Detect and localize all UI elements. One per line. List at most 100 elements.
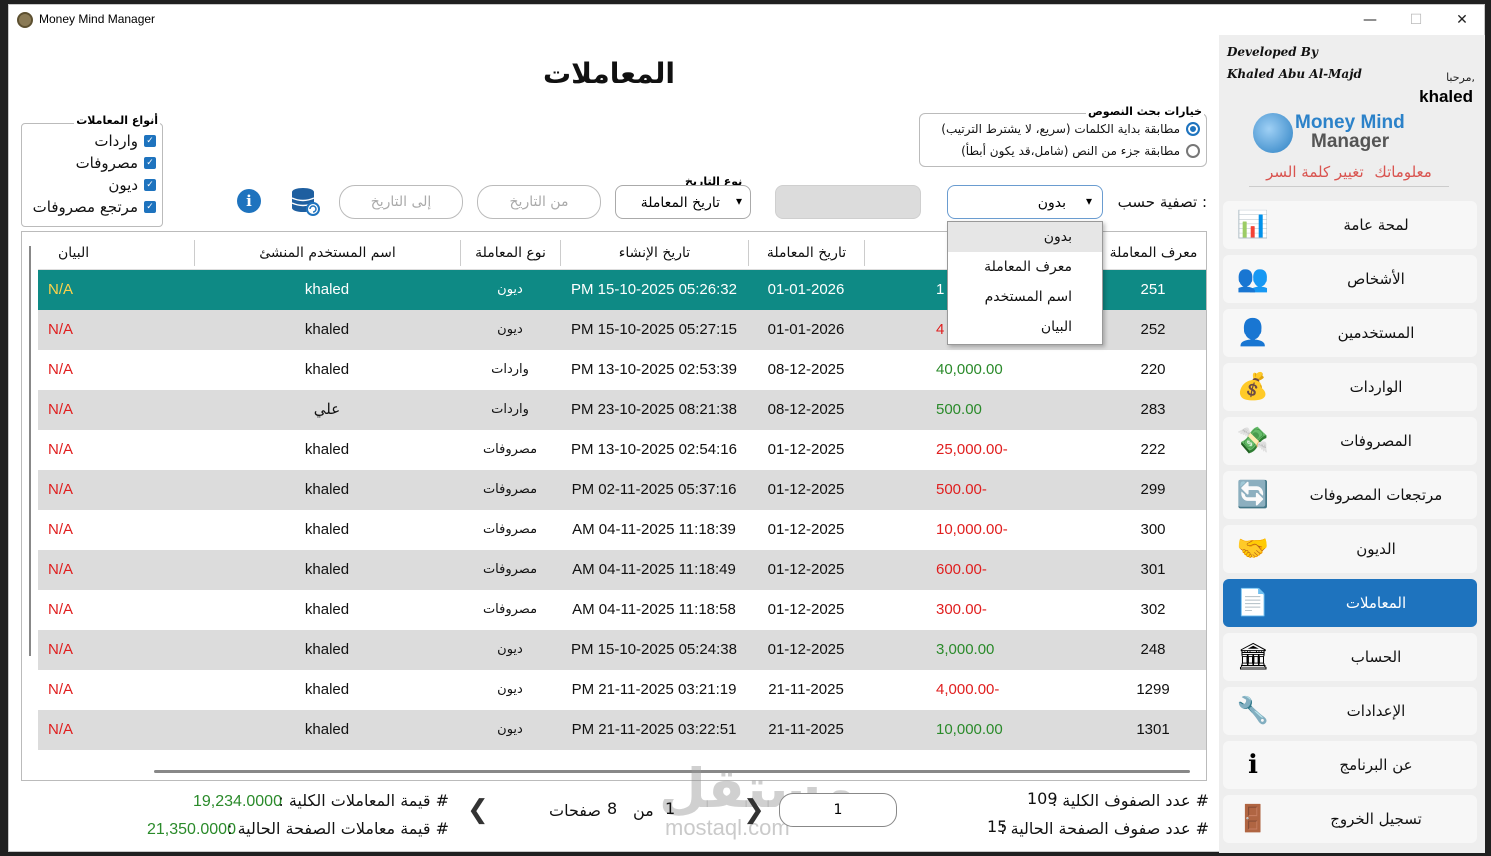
sidebar-item-people[interactable]: 👥 الأشخاص (1223, 255, 1477, 303)
my-info-link[interactable]: معلوماتك (1374, 163, 1432, 181)
search-option-substring[interactable]: مطابقة جزء من النص (شامل،قد يكون أبطأ) (961, 144, 1200, 158)
vertical-scrollbar[interactable] (29, 246, 31, 656)
database-refresh-icon[interactable] (289, 185, 321, 217)
app-icon (17, 12, 33, 28)
sidebar-item-expenses[interactable]: 💸 المصروفات (1223, 417, 1477, 465)
cell-note: N/A (48, 521, 74, 538)
page-value-number: 21,350.0000 (147, 821, 236, 838)
table-row[interactable]: 302 300.00- 01-12-2025 AM 04-11-2025 11:18:… (38, 590, 1206, 630)
sidebar-item-label: تسجيل الخروج (1330, 810, 1422, 828)
sidebar-item-debts[interactable]: 🤝 الديون (1223, 525, 1477, 573)
sidebar-item-logout[interactable]: 🚪 تسجيل الخروج (1223, 795, 1477, 843)
logout-door-icon: 🚪 (1236, 804, 1270, 834)
cell-type: واردات (491, 362, 529, 377)
table-row[interactable]: 299 500.00- 01-12-2025 PM 02-11-2025 05:37:… (38, 470, 1206, 510)
filter-option-username[interactable]: اسم المستخدم (984, 289, 1072, 305)
transaction-types-group: أنواع المعاملات واردات ✓ مصروفات ✓ ديون ✓ م… (21, 114, 163, 227)
sidebar-item-about[interactable]: ℹ عن البرنامج (1223, 741, 1477, 789)
minimize-button[interactable]: — (1363, 12, 1377, 28)
cell-user: khaled (304, 321, 350, 338)
type-checkbox-debts[interactable]: ديون ✓ (108, 174, 156, 196)
people-icon: 👥 (1236, 264, 1270, 294)
cell-id: 300 (1140, 521, 1166, 538)
to-date-button[interactable]: إلى التاريخ (339, 185, 463, 219)
col-header-date[interactable]: تاريخ المعاملة (748, 240, 864, 266)
sidebar-item-expense-returns[interactable]: 🔄 مرتجعات المصروفات (1223, 471, 1477, 519)
cell-id: 251 (1140, 281, 1166, 298)
date-type-select[interactable]: تاريخ المعاملة ▾ (615, 185, 751, 219)
filter-dropdown-menu: بدون معرف المعاملة اسم المستخدم البيان (947, 221, 1103, 345)
cell-created: AM 04-11-2025 11:18:58 (572, 601, 736, 618)
cell-type: مصروفات (482, 442, 538, 457)
next-page-arrow-icon[interactable]: ❯ (743, 795, 765, 825)
filter-by-select[interactable]: بدون ▾ (947, 185, 1103, 219)
window-title: Money Mind Manager (39, 12, 156, 26)
sidebar-item-label: الإعدادات (1346, 702, 1406, 720)
sidebar-item-settings[interactable]: 🔧 الإعدادات (1223, 687, 1477, 735)
filter-option-transaction-id[interactable]: معرف المعاملة (984, 259, 1072, 275)
filter-option-note[interactable]: البيان (1040, 319, 1072, 335)
horizontal-scrollbar[interactable] (154, 770, 1190, 773)
page-number-input[interactable]: 1 (779, 793, 897, 827)
cell-note: N/A (48, 641, 74, 658)
cell-created: PM 15-10-2025 05:27:15 (571, 321, 737, 338)
cell-type: ديون (497, 642, 523, 657)
cell-user: khaled (304, 481, 350, 498)
total-value: 19,234.0000 (193, 791, 282, 811)
table-row[interactable]: 220 40,000.00 08-12-2025 PM 13-10-2025 02:5… (38, 350, 1206, 390)
total-rows-label: # عدد الصفوف الكلية : (1051, 791, 1209, 810)
cell-note: N/A (48, 561, 74, 578)
table-row[interactable]: 248 3,000.00 01-12-2025 PM 15-10-2025 05:24… (38, 630, 1206, 670)
sidebar-item-label: الديون (1356, 540, 1396, 558)
type-checkbox-expense-returns[interactable]: مرتجع مصروفات ✓ (33, 196, 156, 218)
sidebar-item-account[interactable]: 🏛 الحساب (1223, 633, 1477, 681)
from-date-button[interactable]: من التاريخ (477, 185, 601, 219)
sidebar-item-overview[interactable]: 📊 لمحة عامة (1223, 201, 1477, 249)
search-input[interactable] (775, 185, 921, 219)
col-header-id[interactable]: معرف المعاملة (1100, 240, 1206, 266)
table-row[interactable]: 301 600.00- 01-12-2025 AM 04-11-2025 11:18:… (38, 550, 1206, 590)
tools-icon: 🔧 (1236, 696, 1270, 726)
cell-amount: 500.00- (936, 481, 987, 498)
cell-user: khaled (304, 681, 350, 698)
table-row[interactable]: 1301 10,000.00 21-11-2025 PM 21-11-2025 03:… (38, 710, 1206, 750)
cell-user: khaled (304, 281, 350, 298)
type-checkbox-expenses[interactable]: مصروفات ✓ (76, 152, 156, 174)
developer-line2: Khaled Abu Al-Majd (1227, 67, 1362, 81)
sidebar-item-income[interactable]: 💰 الواردات (1223, 363, 1477, 411)
col-header-type[interactable]: نوع المعاملة (460, 240, 560, 266)
sidebar-item-transactions[interactable]: 📄 المعاملات (1223, 579, 1477, 627)
page-rows-label: # عدد صفوف الصفحة الحالية : (1000, 819, 1209, 838)
change-password-link[interactable]: تغيير كلمة السر (1266, 163, 1364, 181)
prev-page-arrow-icon[interactable]: ❮ (467, 795, 489, 825)
table-row[interactable]: 1299 4,000.00- 21-11-2025 PM 21-11-2025 03:… (38, 670, 1206, 710)
table-row[interactable]: 300 10,000.00- 01-12-2025 AM 04-11-2025 11:… (38, 510, 1206, 550)
table-row[interactable]: 283 500.00 08-12-2025 PM 23-10-2025 08:21:3… (38, 390, 1206, 430)
close-button[interactable]: ✕ (1456, 12, 1468, 28)
transactions-document-icon: 📄 (1236, 588, 1270, 618)
filter-option-none[interactable]: بدون (948, 222, 1102, 252)
type-checkbox-income[interactable]: واردات ✓ (94, 130, 156, 152)
welcome-label: مرحبا, (1446, 71, 1475, 84)
cell-date: 01-12-2025 (767, 601, 845, 618)
sidebar-item-users[interactable]: 👤 المستخدمين (1223, 309, 1477, 357)
cell-id: 1299 (1136, 681, 1170, 698)
types-legend: أنواع المعاملات (74, 114, 160, 127)
info-icon[interactable]: i (237, 189, 261, 213)
search-option-word-start[interactable]: مطابقة بداية الكلمات (سريع، لا يشترط الت… (941, 122, 1200, 136)
current-page: 1 (665, 799, 676, 818)
table-row[interactable]: 222 25,000.00- 01-12-2025 PM 13-10-2025 02:… (38, 430, 1206, 470)
search-legend: خيارات بحث النصوص (1086, 105, 1204, 118)
cell-id: 302 (1140, 601, 1166, 618)
cell-date: 21-11-2025 (768, 721, 844, 738)
watermark-url: mostaql.com (665, 815, 790, 840)
cell-date: 01-12-2025 (767, 441, 845, 458)
col-header-note[interactable]: البيان (58, 245, 90, 261)
col-header-created[interactable]: تاريخ الإنشاء (560, 240, 748, 266)
maximize-button[interactable]: ☐ (1409, 12, 1423, 28)
cell-created: PM 13-10-2025 02:54:16 (571, 441, 737, 458)
col-header-user[interactable]: اسم المستخدم المنشئ (194, 240, 460, 266)
cell-user: khaled (304, 721, 350, 738)
col-header-amount[interactable] (864, 240, 1100, 266)
cell-amount: 25,000.00- (936, 441, 1008, 458)
